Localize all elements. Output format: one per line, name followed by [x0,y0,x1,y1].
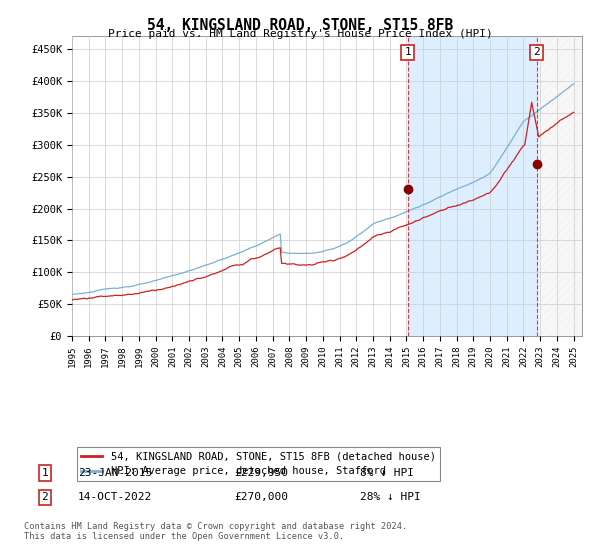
Bar [536,36,582,336]
Text: 28% ↓ HPI: 28% ↓ HPI [360,492,421,502]
Text: £229,950: £229,950 [234,468,288,478]
Text: £270,000: £270,000 [234,492,288,502]
Text: 14-OCT-2022: 14-OCT-2022 [78,492,152,502]
Text: Price paid vs. HM Land Registry's House Price Index (HPI): Price paid vs. HM Land Registry's House … [107,29,493,39]
Legend: 54, KINGSLAND ROAD, STONE, ST15 8FB (detached house), HPI: Average price, detach: 54, KINGSLAND ROAD, STONE, ST15 8FB (det… [77,447,440,480]
Bar [407,36,536,336]
Text: Contains HM Land Registry data © Crown copyright and database right 2024.
This d: Contains HM Land Registry data © Crown c… [24,522,407,542]
Text: 8% ↓ HPI: 8% ↓ HPI [360,468,414,478]
Text: 23-JAN-2015: 23-JAN-2015 [78,468,152,478]
Text: 2: 2 [41,492,49,502]
Text: 54, KINGSLAND ROAD, STONE, ST15 8FB: 54, KINGSLAND ROAD, STONE, ST15 8FB [147,18,453,33]
Text: 1: 1 [404,48,411,57]
Text: 1: 1 [41,468,49,478]
Text: 2: 2 [533,48,540,57]
